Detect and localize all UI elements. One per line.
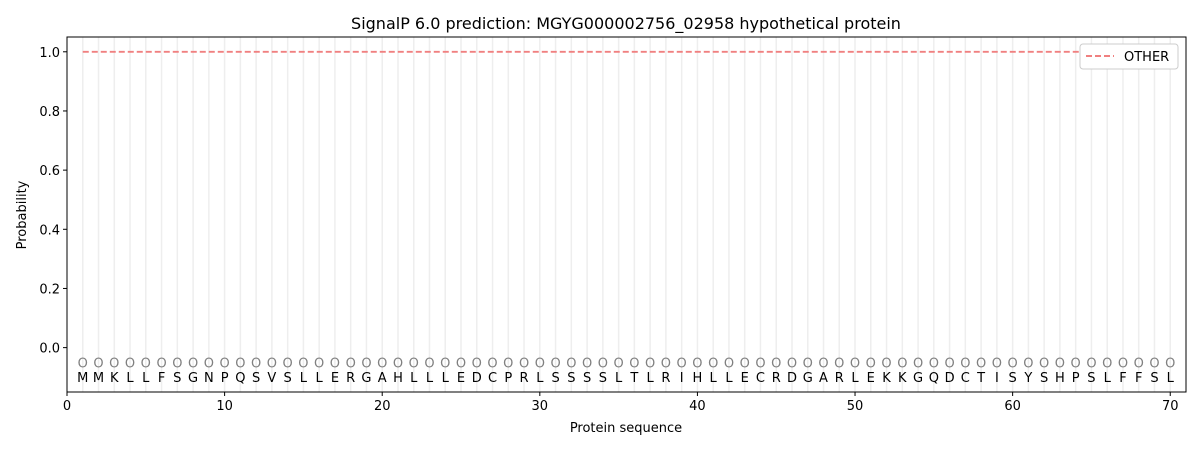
residue-state-label: O xyxy=(1071,356,1081,371)
residue-state-label: O xyxy=(677,356,687,371)
residue-state-label: O xyxy=(1055,356,1065,371)
residue-state-label: O xyxy=(314,356,324,371)
residue-state-label: O xyxy=(440,356,450,371)
y-tick-label: 0.2 xyxy=(39,282,60,297)
residue-state-label: O xyxy=(614,356,624,371)
x-tick-label: 10 xyxy=(216,399,233,414)
residue-state-label: O xyxy=(598,356,608,371)
residue-state-label: O xyxy=(692,356,702,371)
legend-label-other: OTHER xyxy=(1124,50,1169,65)
residue-state-label: O xyxy=(550,356,560,371)
y-tick-label: 1.0 xyxy=(39,46,60,61)
residue-state-label: O xyxy=(1086,356,1096,371)
residue-state-label: O xyxy=(818,356,828,371)
residue-state-label: O xyxy=(125,356,135,371)
residue-state-label: O xyxy=(377,356,387,371)
x-tick-label: 30 xyxy=(532,399,549,414)
residue-state-label: O xyxy=(251,356,261,371)
residue-state-label: O xyxy=(1023,356,1033,371)
residue-state-label: O xyxy=(960,356,970,371)
residue-state-label: O xyxy=(519,356,529,371)
grid xyxy=(82,37,1171,392)
residue-state-label: O xyxy=(1134,356,1144,371)
residue-state-label: O xyxy=(913,356,923,371)
residue-state-label: O xyxy=(787,356,797,371)
residue-state-label: O xyxy=(724,356,734,371)
residue-state-label: O xyxy=(1165,356,1175,371)
x-tick-label: 50 xyxy=(847,399,864,414)
residue-sequence: MMKLLFSGNPQSVSLLERGAHLLLEDCPRLSSSSLTLRIH… xyxy=(77,371,1174,386)
residue-state-label: O xyxy=(172,356,182,371)
residue-state-label: O xyxy=(1118,356,1128,371)
residue-state-label: O xyxy=(566,356,576,371)
residue-state-label: O xyxy=(944,356,954,371)
residue-state-label: O xyxy=(1008,356,1018,371)
x-tick-label: 70 xyxy=(1162,399,1179,414)
x-axis: 0 10 20 30 40 50 60 70 xyxy=(63,392,1179,414)
legend-box xyxy=(1079,43,1179,70)
residue-state-label: O xyxy=(881,356,891,371)
residue-state-label: O xyxy=(503,356,513,371)
residue-state-label: O xyxy=(93,356,103,371)
residue-state-label: O xyxy=(393,356,403,371)
residue-state-label: O xyxy=(1102,356,1112,371)
plot-frame xyxy=(66,36,1187,393)
y-tick-label: 0.8 xyxy=(39,105,60,120)
y-axis: 0.0 0.2 0.4 0.6 0.8 1.0 xyxy=(39,46,67,357)
residue-state-label: O xyxy=(1149,356,1159,371)
residue-state-label: O xyxy=(141,356,151,371)
residue-state-label: O xyxy=(803,356,813,371)
residue-state-label: O xyxy=(629,356,639,371)
residue-state-label: O xyxy=(361,356,371,371)
residue-state-label: O xyxy=(267,356,277,371)
residue-state-label: O xyxy=(897,356,907,371)
y-tick-label: 0.4 xyxy=(39,223,60,238)
y-tick-label: 0.6 xyxy=(39,164,60,179)
residue-state-label: O xyxy=(992,356,1002,371)
residue-state-label: O xyxy=(929,356,939,371)
residue-state-label: O xyxy=(1039,356,1049,371)
x-tick-label: 60 xyxy=(1004,399,1021,414)
residue-state-label: O xyxy=(109,356,119,371)
residue-state-label: O xyxy=(298,356,308,371)
residue-state-label: O xyxy=(188,356,198,371)
x-tick-label: 20 xyxy=(374,399,391,414)
chart-title: SignalP 6.0 prediction: MGYG000002756_02… xyxy=(351,14,901,34)
residue-state-label: O xyxy=(582,356,592,371)
residue-state-label: O xyxy=(708,356,718,371)
residue-state-label: O xyxy=(850,356,860,371)
y-tick-label: 0.0 xyxy=(39,342,60,357)
residue-state-label: O xyxy=(771,356,781,371)
y-axis-label: Probability xyxy=(15,180,30,249)
residue-state-label: O xyxy=(330,356,340,371)
residue-state-label: O xyxy=(235,356,245,371)
residue-state-label: O xyxy=(472,356,482,371)
residue-state-label: O xyxy=(156,356,166,371)
residue-state-label: O xyxy=(409,356,419,371)
residue-state-label: O xyxy=(755,356,765,371)
residue-state-label: O xyxy=(661,356,671,371)
residue-state-label: O xyxy=(78,356,88,371)
residue-state-label: O xyxy=(866,356,876,371)
x-tick-label: 0 xyxy=(63,399,71,414)
residue-state-label: O xyxy=(204,356,214,371)
residue-state-label: O xyxy=(535,356,545,371)
residue-state-label: O xyxy=(283,356,293,371)
residue-state-label: O xyxy=(219,356,229,371)
residue-state-label: O xyxy=(645,356,655,371)
residue-state-label: O xyxy=(456,356,466,371)
residue-state-label: O xyxy=(834,356,844,371)
residue-state-label: O xyxy=(424,356,434,371)
residue-state-label: O xyxy=(346,356,356,371)
x-axis-label: Protein sequence xyxy=(570,421,682,436)
residue-state-label: O xyxy=(487,356,497,371)
x-tick-label: 40 xyxy=(689,399,706,414)
residue-state-label: O xyxy=(976,356,986,371)
residue-state-label: O xyxy=(740,356,750,371)
legend: OTHER xyxy=(1079,43,1179,70)
